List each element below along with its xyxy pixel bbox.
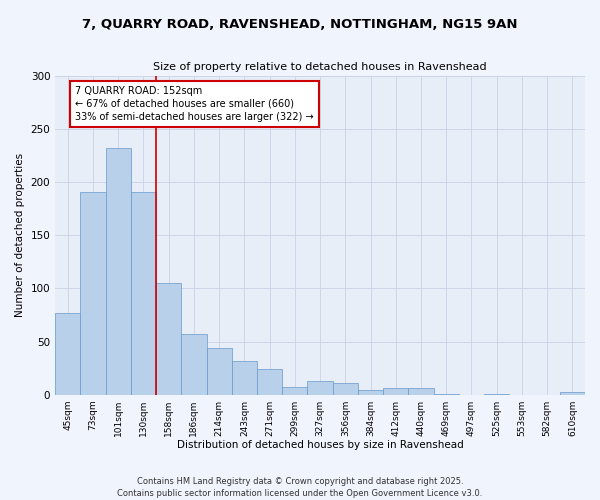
Bar [257, 369, 282, 394]
Bar [383, 388, 409, 394]
Bar [80, 192, 106, 394]
Bar [282, 387, 307, 394]
Title: Size of property relative to detached houses in Ravenshead: Size of property relative to detached ho… [153, 62, 487, 72]
Bar [560, 392, 585, 394]
Text: 7, QUARRY ROAD, RAVENSHEAD, NOTTINGHAM, NG15 9AN: 7, QUARRY ROAD, RAVENSHEAD, NOTTINGHAM, … [82, 18, 518, 30]
Y-axis label: Number of detached properties: Number of detached properties [15, 154, 25, 318]
Bar [307, 381, 332, 394]
Bar [409, 388, 434, 394]
Bar [206, 348, 232, 395]
Bar [358, 390, 383, 394]
Bar [55, 313, 80, 394]
Bar [332, 383, 358, 394]
Bar [106, 148, 131, 394]
Bar [131, 192, 156, 394]
Bar [181, 334, 206, 394]
Bar [232, 360, 257, 394]
Text: Contains HM Land Registry data © Crown copyright and database right 2025.
Contai: Contains HM Land Registry data © Crown c… [118, 476, 482, 498]
Text: 7 QUARRY ROAD: 152sqm
← 67% of detached houses are smaller (660)
33% of semi-det: 7 QUARRY ROAD: 152sqm ← 67% of detached … [76, 86, 314, 122]
X-axis label: Distribution of detached houses by size in Ravenshead: Distribution of detached houses by size … [177, 440, 463, 450]
Bar [156, 283, 181, 395]
